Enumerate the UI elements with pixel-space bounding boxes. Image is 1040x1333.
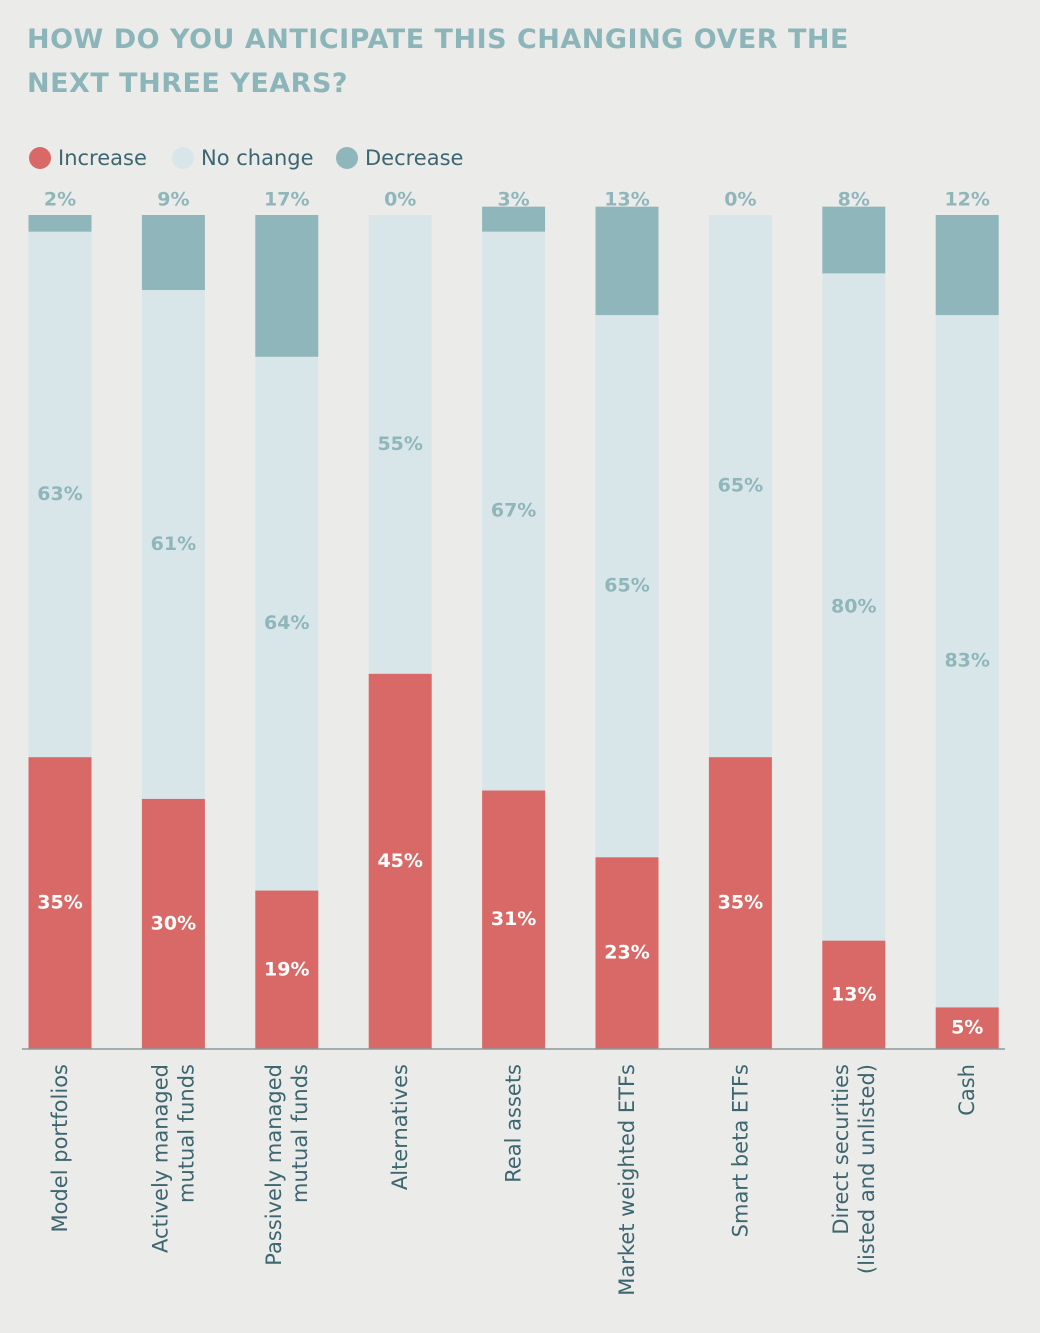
x-tick-label: Actively managedmutual funds xyxy=(148,1064,198,1253)
value-label: 83% xyxy=(944,650,989,672)
bar-segment xyxy=(141,215,205,291)
bar-segment xyxy=(255,356,319,891)
bar-segment xyxy=(935,215,999,316)
bar-segment xyxy=(368,215,432,674)
value-label: 65% xyxy=(604,575,649,597)
value-label: 9% xyxy=(157,189,189,211)
value-label: 55% xyxy=(377,433,422,455)
value-label: 13% xyxy=(831,983,876,1005)
bar-segment xyxy=(255,890,319,1049)
bar-segment xyxy=(28,757,92,1049)
bar-segment xyxy=(822,273,886,941)
legend-label: Decrease xyxy=(365,146,463,170)
x-tick-label: Model portfolios xyxy=(48,1064,72,1232)
bar-segment xyxy=(482,790,546,1049)
bar-segment xyxy=(595,206,659,316)
value-label: 19% xyxy=(264,958,309,980)
bar-segment xyxy=(141,290,205,799)
value-label: 17% xyxy=(264,189,309,211)
bar-segment xyxy=(368,673,432,1049)
legend-label: Increase xyxy=(58,146,147,170)
value-label: 8% xyxy=(838,189,870,211)
x-tick-label: Real assets xyxy=(502,1064,526,1183)
bar-segment xyxy=(482,206,546,232)
x-tick-label: Alternatives xyxy=(388,1064,412,1190)
x-tick-label: Direct securities(listed and unlisted) xyxy=(829,1064,879,1274)
bar-segment xyxy=(28,215,92,232)
bar-segment xyxy=(822,206,886,274)
value-label: 5% xyxy=(951,1017,983,1039)
bar-segment xyxy=(822,940,886,1049)
value-label: 61% xyxy=(151,533,196,555)
value-label: 0% xyxy=(724,189,756,211)
value-label: 80% xyxy=(831,595,876,617)
value-label: 35% xyxy=(718,892,763,914)
x-tick-label: Cash xyxy=(955,1064,979,1116)
value-label: 31% xyxy=(491,908,536,930)
value-label: 13% xyxy=(604,189,649,211)
value-label: 65% xyxy=(718,475,763,497)
value-label: 23% xyxy=(604,942,649,964)
bar-segment xyxy=(708,215,772,758)
value-label: 12% xyxy=(944,189,989,211)
bar-segment xyxy=(595,857,659,1049)
x-tick-label: Smart beta ETFs xyxy=(728,1064,752,1237)
x-tick-label: Market weighted ETFs xyxy=(615,1064,639,1296)
bar-segment xyxy=(482,231,546,791)
bar-segment xyxy=(595,315,659,858)
legend-marker xyxy=(29,147,51,169)
value-label: 0% xyxy=(384,189,416,211)
value-label: 63% xyxy=(37,483,82,505)
value-label: 67% xyxy=(491,500,536,522)
legend-marker xyxy=(336,147,358,169)
bar-segment xyxy=(255,215,319,357)
x-tick-label: Passively managedmutual funds xyxy=(262,1064,312,1266)
value-label: 30% xyxy=(151,912,196,934)
bar-segment xyxy=(708,757,772,1049)
value-label: 3% xyxy=(497,189,529,211)
value-label: 2% xyxy=(44,189,76,211)
bar-segment xyxy=(935,1007,999,1049)
legend-marker xyxy=(172,147,194,169)
chart-title: HOW DO YOU ANTICIPATE THIS CHANGING OVER… xyxy=(27,24,849,99)
bar-segment xyxy=(935,315,999,1008)
legend-label: No change xyxy=(201,146,314,170)
value-label: 45% xyxy=(377,850,422,872)
value-label: 64% xyxy=(264,612,309,634)
value-label: 35% xyxy=(37,892,82,914)
bar-segment xyxy=(28,231,92,758)
bar-segment xyxy=(141,798,205,1049)
